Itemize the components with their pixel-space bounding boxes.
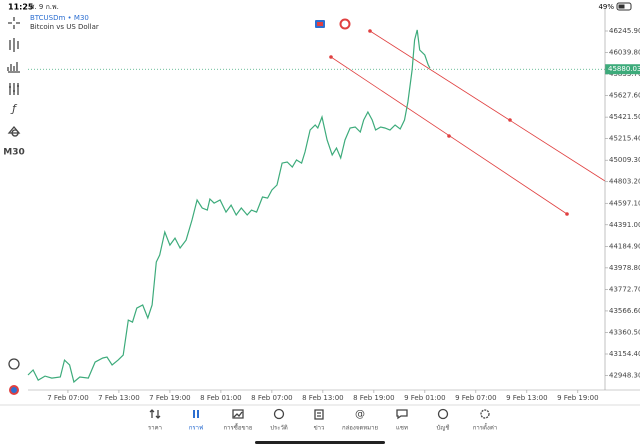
tab-icon (396, 409, 408, 420)
home-indicator (255, 441, 385, 444)
objects-tool[interactable] (7, 125, 21, 137)
battery-icon (616, 2, 632, 11)
tab-icon (193, 410, 199, 418)
x-tick-label: 9 Feb 07:00 (455, 394, 496, 402)
current-price-box (605, 64, 640, 75)
function-tool[interactable]: ƒ (10, 102, 18, 115)
tab-icon: @ (355, 409, 365, 420)
y-tick-label: 42948.30 (609, 372, 640, 380)
trend-lines (329, 29, 606, 216)
trend-point (329, 55, 333, 59)
x-tick-label: 9 Feb 01:00 (404, 394, 445, 402)
x-tick-label: 7 Feb 13:00 (98, 394, 139, 402)
tab-icon (480, 409, 490, 419)
tab-icon (149, 409, 161, 419)
tab-label[interactable]: กราฟ (189, 425, 203, 432)
x-tick-label: 8 Feb 01:00 (200, 394, 241, 402)
chart-type-tool[interactable] (9, 38, 19, 52)
x-tick-label: 9 Feb 19:00 (557, 394, 598, 402)
tab-label[interactable]: การซื้อขาย (224, 422, 253, 432)
x-tick-label: 8 Feb 07:00 (251, 394, 292, 402)
timeframe-button[interactable]: M30 (3, 148, 24, 158)
y-tick-label: 46039.80 (609, 49, 640, 57)
tab-label[interactable]: ข่าว (314, 425, 325, 432)
y-tick-label: 43772.70 (609, 285, 640, 293)
trend-point (508, 118, 512, 122)
x-tick-label: 7 Feb 19:00 (149, 394, 190, 402)
left-toolbar: ƒ M30 (3, 17, 25, 395)
tab-label[interactable]: กล่องจดหมาย (342, 425, 378, 432)
tab-bar: @ ราคา กราฟ การซื้อขาย ประวัติ ข่าว กล่อ… (148, 408, 497, 432)
x-tick-label: 8 Feb 13:00 (302, 394, 343, 402)
trend-point (368, 29, 372, 33)
battery-level: 49% (598, 3, 614, 11)
y-tick-label: 44184.90 (609, 242, 640, 250)
tab-icon (232, 409, 244, 419)
y-tick-label: 44803.20 (609, 178, 640, 186)
indicators-tool[interactable] (7, 62, 20, 73)
trade-tool[interactable] (9, 385, 19, 395)
trend-line (369, 30, 606, 182)
y-tick-label: 45009.30 (609, 156, 640, 164)
x-tick-label: 8 Feb 19:00 (353, 394, 394, 402)
tab-icon (437, 408, 449, 420)
y-tick-label: 43360.50 (609, 328, 640, 336)
tab-icon (273, 408, 285, 420)
y-tick-label: 46245.90 (609, 27, 640, 35)
current-price-label: 45880.03 (608, 65, 640, 73)
y-tick-label: 45215.40 (609, 135, 640, 143)
crosshair-tool[interactable] (8, 17, 20, 29)
y-tick-label: 44391.00 (609, 221, 640, 229)
search-tool[interactable] (8, 358, 20, 370)
status-date: ศ. 9 ก.พ. (30, 3, 59, 11)
settings-tool[interactable] (9, 83, 19, 95)
chart-title: BTCUSDm • M30 (30, 14, 89, 22)
tab-icon (314, 409, 324, 420)
status-time: 11:25 (8, 3, 34, 12)
trend-point (447, 134, 451, 138)
quick-trade[interactable] (339, 18, 351, 30)
trend-point (565, 212, 569, 216)
y-tick-label: 45421.50 (609, 113, 640, 121)
y-tick-label: 44597.10 (609, 199, 640, 207)
tab-label[interactable]: บัญชี (437, 424, 450, 432)
tab-label[interactable]: ประวัติ (270, 425, 288, 432)
battery-fill (618, 4, 625, 9)
function-icon: ƒ (10, 102, 18, 115)
tab-label[interactable]: แชท (396, 425, 408, 432)
price-line (27, 29, 431, 384)
y-tick-label: 43154.40 (609, 350, 640, 358)
y-tick-label: 43566.60 (609, 307, 640, 315)
x-tick-label: 7 Feb 07:00 (47, 394, 88, 402)
plot: 46245.9046039.8045833.7045627.6045421.50… (27, 27, 640, 402)
y-tick-label: 43978.80 (609, 264, 640, 272)
tab-label[interactable]: การตั้งค่า (473, 422, 497, 432)
y-tick-label: 45627.60 (609, 92, 640, 100)
one-click-sell[interactable] (317, 22, 323, 26)
x-tick-label: 9 Feb 13:00 (506, 394, 547, 402)
chart-subtitle: Bitcoin vs US Dollar (30, 23, 99, 31)
tab-label[interactable]: ราคา (148, 425, 162, 432)
